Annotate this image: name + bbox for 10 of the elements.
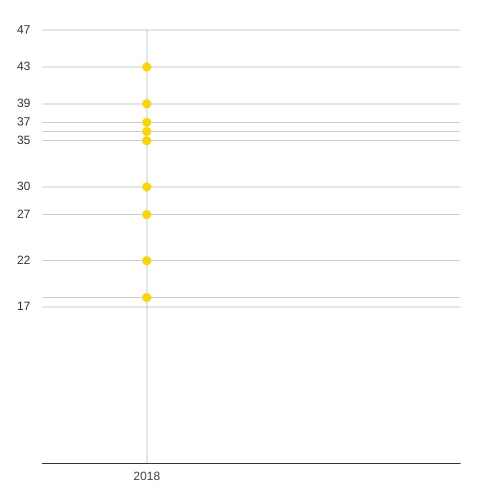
y-tick-label: 39	[16, 96, 31, 110]
y-tick-label: 22	[16, 252, 31, 267]
y-tick-label: 30	[16, 179, 31, 194]
y-tick-label: 27	[16, 206, 31, 221]
y-tick-label: 37	[16, 114, 31, 129]
y-tick-label: 35	[16, 133, 31, 148]
x-tick-label: 2018	[133, 469, 160, 484]
y-tick-label: 17	[16, 299, 31, 314]
y-tick-label: 43	[16, 59, 31, 74]
y-tick-label: 47	[16, 22, 31, 36]
